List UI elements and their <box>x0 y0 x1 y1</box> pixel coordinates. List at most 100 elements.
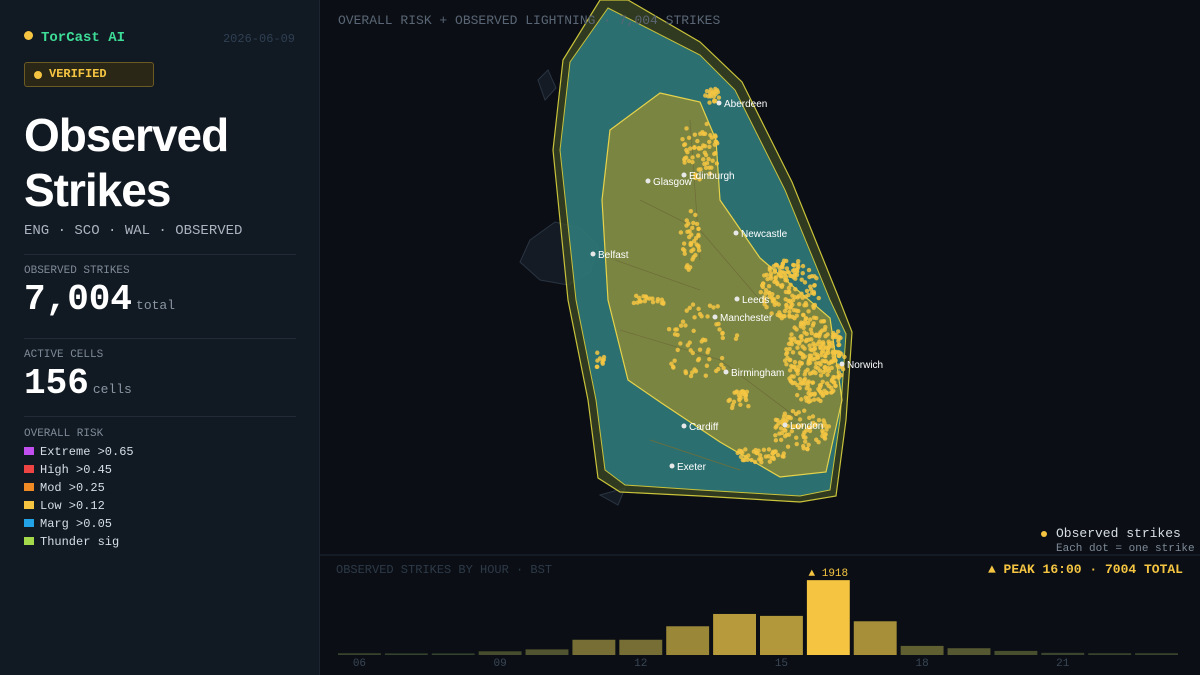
strike-dot <box>820 348 826 354</box>
strike-dot <box>799 337 805 343</box>
strike-dot <box>794 423 799 429</box>
strike-dot <box>820 340 826 345</box>
strike-dot <box>820 379 825 385</box>
strike-dot <box>684 155 689 160</box>
strike-dot <box>690 225 695 231</box>
strike-dot <box>781 314 786 319</box>
strike-dot <box>816 440 821 445</box>
strike-dot <box>793 411 799 417</box>
strike-dot <box>802 354 807 359</box>
strike-dot <box>830 335 836 340</box>
strike-dot <box>815 354 820 360</box>
strike-dot <box>790 262 796 268</box>
city-dot <box>782 422 788 428</box>
strike-dot <box>817 331 823 337</box>
strike-dot <box>635 300 640 305</box>
strike-dot <box>726 398 731 404</box>
strike-dot <box>818 344 823 350</box>
strike-dot <box>746 453 751 458</box>
strike-dot <box>771 298 776 303</box>
strike-dot <box>826 345 831 351</box>
strike-dot <box>720 330 725 336</box>
strike-dot <box>754 450 759 456</box>
city-dot <box>712 314 718 320</box>
strike-dot <box>804 331 809 337</box>
strike-dot <box>766 290 772 296</box>
strike-dot <box>661 301 666 306</box>
strike-dot <box>823 345 829 350</box>
risk-item: Low >0.12 <box>24 497 296 515</box>
strike-dot <box>782 427 787 432</box>
strike-dot <box>797 417 803 422</box>
strike-dot <box>809 391 814 397</box>
strike-dot <box>774 423 779 429</box>
strike-dot <box>680 136 685 142</box>
sidebar: TorCast AI 2026-06-09 VERIFIED Observed … <box>0 0 320 675</box>
strike-dot <box>779 315 785 321</box>
risk-legend: OVERALL RISK Extreme >0.65 High >0.45 Mod … <box>24 416 296 551</box>
strike-dot <box>831 353 836 359</box>
strike-dot <box>727 397 733 402</box>
strike-dot <box>803 301 808 306</box>
strike-dot <box>808 287 814 292</box>
strike-dot <box>699 314 704 319</box>
city-dot <box>681 172 687 178</box>
strike-dot <box>784 351 789 357</box>
strike-dot <box>772 449 777 454</box>
strike-dot <box>695 153 701 158</box>
strike-dot <box>783 428 788 433</box>
strike-dot <box>798 324 803 329</box>
bar <box>853 621 897 655</box>
strike-dot <box>835 363 840 368</box>
strike-dot <box>786 298 791 304</box>
strike-dot <box>825 366 831 371</box>
strike-dot <box>692 145 697 151</box>
strike-dot <box>685 343 690 348</box>
strike-dot <box>691 238 697 244</box>
strike-dot <box>706 347 711 352</box>
strike-dot <box>697 347 703 352</box>
strike-dot <box>803 338 809 344</box>
strike-dot <box>808 353 814 359</box>
strike-dot <box>655 296 661 302</box>
strike-dot <box>800 344 805 349</box>
strike-dot <box>707 139 712 145</box>
strike-dot <box>822 432 828 438</box>
strike-dot <box>729 405 735 411</box>
strike-dot <box>740 450 745 456</box>
strike-dot <box>659 297 665 302</box>
strike-dot <box>734 333 740 338</box>
strike-dot <box>688 348 693 353</box>
strike-dot <box>716 321 721 327</box>
risk-swatch <box>24 537 34 545</box>
strike-dot <box>799 334 804 339</box>
city-label: Norwich <box>847 360 883 371</box>
strike-dot <box>784 362 789 367</box>
strike-dot <box>789 301 794 306</box>
strike-dot <box>797 350 803 356</box>
strike-dot <box>713 134 718 139</box>
strike-dot <box>812 392 817 397</box>
strike-dot <box>791 424 796 429</box>
strike-dot <box>818 382 824 388</box>
strike-dot <box>812 423 817 428</box>
strike-dot <box>693 172 698 177</box>
strike-dot <box>678 323 684 328</box>
strike-dot <box>810 323 816 328</box>
strike-dot <box>775 312 780 318</box>
risk-item: Mod >0.25 <box>24 479 296 497</box>
strike-dot <box>823 333 828 339</box>
chart-panel <box>320 555 1200 675</box>
strike-dot <box>794 441 799 447</box>
strike-dot <box>786 290 791 295</box>
strike-dot <box>820 433 825 439</box>
strike-dot <box>740 389 745 394</box>
strike-dot <box>777 431 782 436</box>
x-tick-label: 18 <box>916 658 929 670</box>
strike-dot <box>771 297 777 302</box>
strike-dot <box>707 171 713 176</box>
risk-legend-title: OVERALL RISK <box>24 428 104 440</box>
stat-label: ACTIVE CELLS <box>24 349 104 361</box>
strike-dot <box>717 327 722 332</box>
strike-dot <box>785 414 790 420</box>
